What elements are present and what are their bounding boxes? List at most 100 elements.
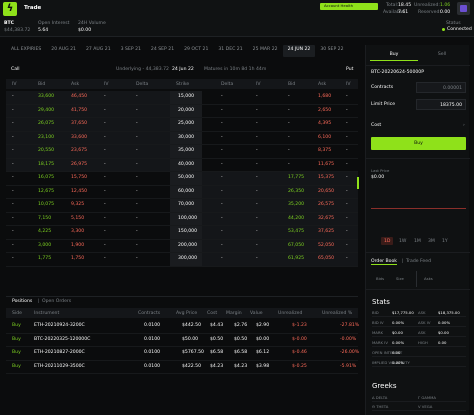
put-ask[interactable]: 32,675 xyxy=(318,215,335,221)
put-ask[interactable]: 11,675 xyxy=(318,161,335,167)
put-iv-ask[interactable]: - xyxy=(346,148,348,153)
call-ask[interactable]: 12,450 xyxy=(71,188,88,194)
call-ask[interactable]: 1,750 xyxy=(71,256,85,261)
put-bid[interactable]: - xyxy=(288,161,290,167)
call-iv-ask[interactable]: - xyxy=(104,134,106,140)
logo-icon[interactable]: ϟ xyxy=(3,2,17,16)
call-iv-ask[interactable]: - xyxy=(104,229,106,234)
call-bid[interactable]: 1,775 xyxy=(38,256,52,261)
chain-row[interactable]: - 16,075 15,750 - - 50,000 - - 17,775 15,375 - xyxy=(6,172,358,186)
put-bid[interactable]: 17,775 xyxy=(288,175,305,180)
put-bid[interactable]: - xyxy=(288,148,290,153)
put-iv-ask[interactable]: - xyxy=(346,161,348,167)
tab-trade-feed[interactable]: Trade Feed xyxy=(406,259,431,264)
tab-sell[interactable]: Sell xyxy=(437,52,447,57)
put-iv-ask[interactable]: - xyxy=(346,256,348,261)
position-row[interactable]: Buy ETH-20211029-3500C 0.0100 $422.50 $4.23 $… xyxy=(6,361,358,374)
call-bid[interactable]: 10,075 xyxy=(38,202,55,207)
call-ask[interactable]: 23,675 xyxy=(71,148,88,153)
put-bid[interactable]: 67,050 xyxy=(288,242,305,248)
chain-row[interactable]: - 26,075 37,650 - - 25,000 - - - 4,395 - xyxy=(6,118,358,132)
call-ask[interactable]: 1,900 xyxy=(71,242,85,248)
call-iv-ask[interactable]: - xyxy=(104,148,106,153)
range-tab[interactable]: 1Y xyxy=(442,238,448,244)
put-ask[interactable]: 2,650 xyxy=(318,107,332,113)
chain-row[interactable]: - 23,100 33,600 - - 30,000 - - - 6,100 - xyxy=(6,131,358,145)
range-tab[interactable]: 1W xyxy=(399,238,407,244)
chain-row[interactable]: - 29,400 41,750 - - 20,000 - - - 2,650 - xyxy=(6,104,358,118)
call-ask[interactable]: 9,325 xyxy=(71,202,85,207)
tab-expiry[interactable]: 3 SEP 21 xyxy=(120,47,141,52)
call-bid[interactable]: 29,400 xyxy=(38,107,55,113)
avatar[interactable] xyxy=(457,2,470,15)
put-ask[interactable]: 15,375 xyxy=(318,175,335,180)
chain-row[interactable]: - 18,175 26,975 - - 40,000 - - - 11,675 - xyxy=(6,158,358,172)
call-iv-ask[interactable]: - xyxy=(104,121,106,126)
tab-expiry[interactable]: 25 MAR 22 xyxy=(252,47,278,52)
chain-row[interactable]: - 12,675 12,450 - - 60,000 - - 26,350 20,650 - xyxy=(6,185,358,199)
range-tab[interactable]: 3M xyxy=(428,238,435,244)
put-bid[interactable]: 35,200 xyxy=(288,202,305,207)
put-bid[interactable]: 61,925 xyxy=(288,256,305,261)
tab-expiry[interactable]: 24 SEP 21 xyxy=(150,47,175,52)
range-tab[interactable]: 1M xyxy=(414,238,421,244)
put-iv-ask[interactable]: - xyxy=(346,242,348,248)
tab-order-book[interactable]: Order Book xyxy=(371,259,397,266)
call-bid[interactable]: 12,675 xyxy=(38,188,55,194)
call-iv-ask[interactable]: - xyxy=(104,107,106,113)
limit-price-input[interactable]: 18375.00 xyxy=(416,99,466,110)
call-iv-ask[interactable]: - xyxy=(104,188,106,194)
put-iv-ask[interactable]: - xyxy=(346,202,348,207)
put-ask[interactable]: 37,625 xyxy=(318,229,335,234)
put-iv-ask[interactable]: - xyxy=(346,107,348,113)
put-bid[interactable]: 53,475 xyxy=(288,229,305,234)
chain-row[interactable]: - 7,150 5,150 - - 100,000 - - 44,200 32,675 - xyxy=(6,212,358,226)
tab-expiry[interactable]: 20 AUG 21 xyxy=(51,47,76,52)
tab-open-orders[interactable]: Open Orders xyxy=(42,299,72,304)
chain-row[interactable]: - 33,600 46,450 - - 15,000 - - - 1,680 - xyxy=(6,91,358,105)
contracts-input[interactable]: 0.00001 xyxy=(416,82,466,93)
position-row[interactable]: Buy ETH-20210924-3200C 0.0100 $442.50 $4.43 $… xyxy=(6,320,359,334)
put-iv-ask[interactable]: - xyxy=(346,175,348,180)
put-ask[interactable]: 20,650 xyxy=(318,188,335,194)
put-bid[interactable]: - xyxy=(288,134,290,140)
put-iv-ask[interactable]: - xyxy=(346,188,348,194)
put-ask[interactable]: 26,575 xyxy=(318,202,335,207)
position-row[interactable]: Buy ETH-20210827-2000C 0.0100 $5767.50 $6.58… xyxy=(6,347,359,361)
call-iv-ask[interactable]: - xyxy=(104,94,106,99)
call-ask[interactable]: 15,750 xyxy=(71,175,88,180)
put-iv-ask[interactable]: - xyxy=(346,134,348,140)
call-bid[interactable]: 26,075 xyxy=(38,121,55,126)
call-iv-ask[interactable]: - xyxy=(104,215,106,221)
position-row[interactable]: Buy BTC-20220325-120000C 0.0100 $50.00 $0.50… xyxy=(6,334,358,347)
tab-expiry[interactable]: 31 DEC 21 xyxy=(218,47,243,52)
call-iv-ask[interactable]: - xyxy=(104,175,106,180)
call-ask[interactable]: 33,600 xyxy=(71,134,88,140)
tab-buy[interactable]: Buy xyxy=(370,49,418,61)
call-ask[interactable]: 41,750 xyxy=(71,107,88,113)
put-iv-ask[interactable]: - xyxy=(346,229,348,234)
tab-expiry[interactable]: 27 AUG 21 xyxy=(85,47,111,52)
tab-positions[interactable]: Positions xyxy=(12,299,33,304)
put-iv-ask[interactable]: - xyxy=(346,215,348,221)
tab-expiry[interactable]: 29 OCT 21 xyxy=(184,47,209,52)
tab-expiry[interactable]: ALL EXPIRIES xyxy=(11,47,42,52)
put-bid[interactable]: - xyxy=(288,121,290,126)
call-ask[interactable]: 5,150 xyxy=(71,215,85,221)
put-ask[interactable]: 8,375 xyxy=(318,148,332,153)
cost-chevron-icon[interactable]: › xyxy=(463,123,465,128)
call-bid[interactable]: 33,600 xyxy=(38,94,55,99)
chain-row[interactable]: - 4,225 3,300 - - 150,000 - - 53,475 37,625 - xyxy=(6,226,358,240)
call-bid[interactable]: 4,225 xyxy=(38,229,52,234)
call-bid[interactable]: 20,550 xyxy=(38,148,55,153)
put-iv-ask[interactable]: - xyxy=(346,94,348,99)
put-bid[interactable]: 44,200 xyxy=(288,215,305,221)
call-bid[interactable]: 23,100 xyxy=(38,134,55,140)
chain-row[interactable]: - 10,075 9,325 - - 70,000 - - 35,200 26,575 - xyxy=(6,199,358,213)
call-bid[interactable]: 16,075 xyxy=(38,175,55,180)
call-iv-ask[interactable]: - xyxy=(104,242,106,248)
put-ask[interactable]: 65,050 xyxy=(318,256,335,261)
put-bid[interactable]: - xyxy=(288,107,290,113)
call-ask[interactable]: 3,300 xyxy=(71,229,85,234)
put-ask[interactable]: 52,050 xyxy=(318,242,335,248)
